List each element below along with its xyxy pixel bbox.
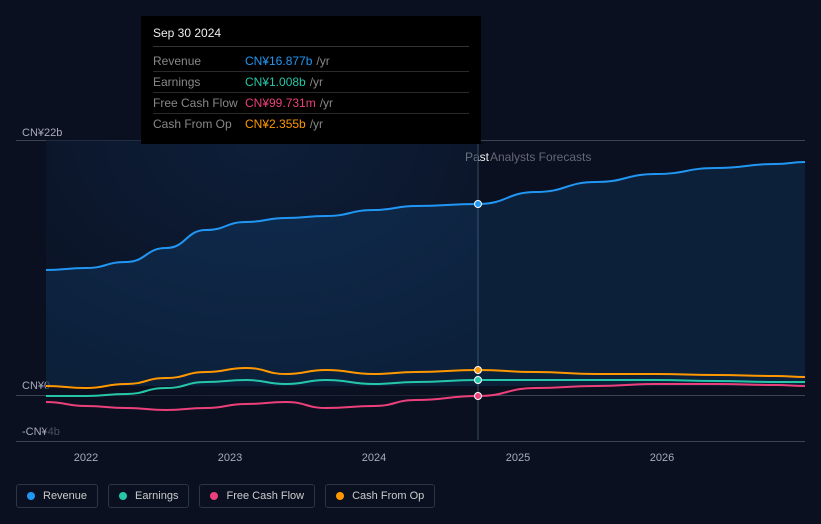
tooltip-unit: /yr [320,96,333,110]
x-axis-label: 2025 [506,452,530,464]
series-marker-cash_from_op [474,366,482,374]
gridline-neg [16,441,805,442]
tooltip-row: RevenueCN¥16.877b/yr [153,51,469,72]
legend-item-free-cash-flow[interactable]: Free Cash Flow [199,484,315,508]
tooltip-unit: /yr [310,75,323,89]
tooltip-value: CN¥99.731m [245,96,316,110]
legend-label: Earnings [135,490,178,502]
legend-label: Revenue [43,490,87,502]
tooltip-value: CN¥16.877b [245,54,312,68]
tooltip-date: Sep 30 2024 [153,26,469,47]
tooltip-unit: /yr [310,117,323,131]
legend-item-cash-from-op[interactable]: Cash From Op [325,484,435,508]
tooltip-row: Cash From OpCN¥2.355b/yr [153,114,469,134]
series-marker-earnings [474,376,482,384]
series-marker-free_cash_flow [474,392,482,400]
tooltip-value: CN¥1.008b [245,75,306,89]
tooltip-key: Revenue [153,54,245,68]
x-axis-label: 2022 [74,452,98,464]
legend-label: Cash From Op [352,490,424,502]
tooltip-row: EarningsCN¥1.008b/yr [153,72,469,93]
tooltip-key: Free Cash Flow [153,96,245,110]
legend-dot-icon [336,492,344,500]
x-axis-label: 2023 [218,452,242,464]
legend-item-revenue[interactable]: Revenue [16,484,98,508]
chart-tooltip: Sep 30 2024 RevenueCN¥16.877b/yrEarnings… [141,16,481,144]
chart-plot-area[interactable] [16,130,805,440]
legend-item-earnings[interactable]: Earnings [108,484,189,508]
tooltip-value: CN¥2.355b [245,117,306,131]
tooltip-unit: /yr [316,54,329,68]
x-axis-label: 2026 [650,452,674,464]
legend-dot-icon [119,492,127,500]
chart-legend: Revenue Earnings Free Cash Flow Cash From O… [16,484,435,508]
legend-dot-icon [27,492,35,500]
tooltip-row: Free Cash FlowCN¥99.731m/yr [153,93,469,114]
tooltip-key: Earnings [153,75,245,89]
legend-dot-icon [210,492,218,500]
x-axis-label: 2024 [362,452,386,464]
chart-svg [16,130,805,440]
series-marker-revenue [474,200,482,208]
tooltip-key: Cash From Op [153,117,245,131]
legend-label: Free Cash Flow [226,490,304,502]
